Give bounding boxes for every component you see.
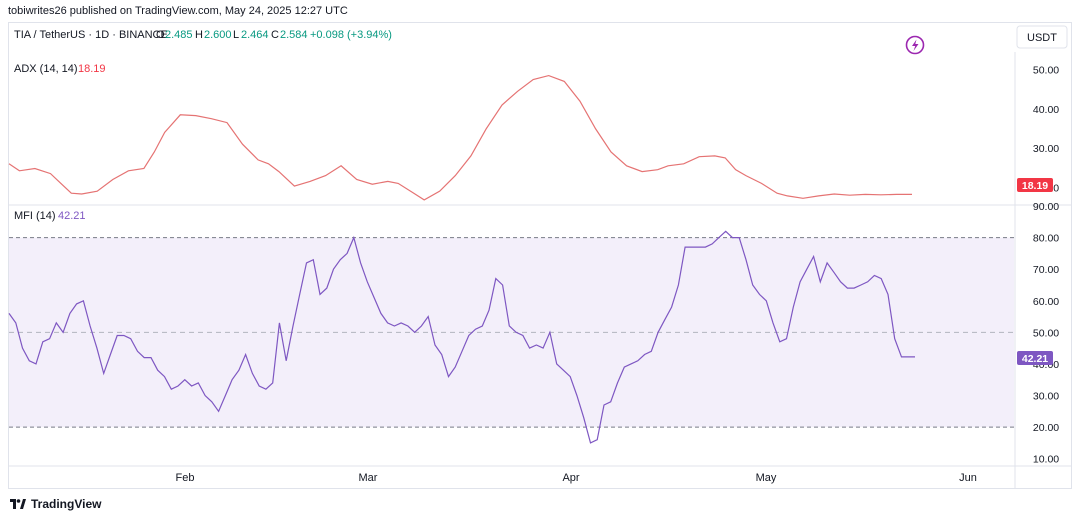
- adx-legend-value: 18.19: [78, 63, 106, 75]
- close-label: C: [271, 29, 279, 41]
- low-label: L: [233, 29, 239, 41]
- mfi-y-tick-1: 20.00: [1033, 422, 1059, 434]
- mfi-y-tick-7: 80.00: [1033, 233, 1059, 245]
- mfi-y-tick-2: 30.00: [1033, 391, 1059, 403]
- time-tick-may: May: [756, 472, 777, 484]
- time-axis[interactable]: Feb Mar Apr May Jun: [176, 472, 977, 484]
- time-tick-jun: Jun: [959, 472, 977, 484]
- change-value: +0.098 (+3.94%): [310, 29, 392, 41]
- mfi-series-line: [8, 230, 915, 444]
- mfi-band-lines: [9, 237, 1014, 428]
- time-tick-mar: Mar: [359, 472, 378, 484]
- time-tick-apr: Apr: [562, 472, 579, 484]
- mfi-y-axis: 10.0020.0030.0040.0050.0060.0070.0080.00…: [1033, 201, 1059, 466]
- adx-value-badge: 18.19: [1017, 178, 1053, 192]
- tradingview-logo[interactable]: TradingView: [10, 497, 101, 511]
- mfi-pane[interactable]: MFI (14) 42.21 10.0020.0030.0040.0050.00…: [8, 201, 1059, 466]
- currency-label: USDT: [1027, 32, 1057, 44]
- adx-label: ADX (14, 14): [14, 63, 78, 75]
- tradingview-logo-icon: [10, 499, 26, 509]
- mfi-y-tick-8: 90.00: [1033, 201, 1059, 213]
- mfi-band-background: [9, 237, 1014, 428]
- lightning-icon[interactable]: [905, 35, 925, 55]
- adx-series-line: [8, 74, 912, 201]
- mfi-y-tick-5: 60.00: [1033, 296, 1059, 308]
- open-label: O: [156, 29, 165, 41]
- adx-badge-text: 18.19: [1022, 180, 1048, 192]
- tradingview-brand: TradingView: [31, 497, 102, 511]
- mfi-label: MFI (14): [14, 210, 56, 222]
- close-value: 2.584: [280, 29, 308, 41]
- adx-pane[interactable]: ADX (14, 14) 18.19 20.0030.0040.0050.00 …: [8, 63, 1059, 201]
- mfi-y-tick-6: 70.00: [1033, 264, 1059, 276]
- mfi-badge-text: 42.21: [1022, 353, 1048, 365]
- currency-selector[interactable]: USDT: [1016, 25, 1068, 49]
- symbol-bar: TIA / TetherUS · 1D · BINANCE O 2.485 H …: [14, 29, 392, 41]
- time-tick-feb: Feb: [176, 472, 195, 484]
- open-value: 2.485: [165, 29, 193, 41]
- adx-y-tick-1: 30.00: [1033, 143, 1059, 155]
- mfi-value-badge: 42.21: [1017, 351, 1053, 365]
- symbol-name: TIA / TetherUS · 1D · BINANCE: [14, 29, 168, 41]
- mfi-y-tick-4: 50.00: [1033, 327, 1059, 339]
- mfi-y-tick-0: 10.00: [1033, 454, 1059, 466]
- mfi-legend-value: 42.21: [58, 210, 86, 222]
- adx-y-tick-2: 40.00: [1033, 104, 1059, 116]
- low-value: 2.464: [241, 29, 269, 41]
- adx-y-tick-3: 50.00: [1033, 65, 1059, 77]
- chart-frame: [8, 22, 1072, 489]
- high-value: 2.600: [204, 29, 232, 41]
- publisher-line: tobiwrites26 published on TradingView.co…: [8, 5, 348, 17]
- high-label: H: [195, 29, 203, 41]
